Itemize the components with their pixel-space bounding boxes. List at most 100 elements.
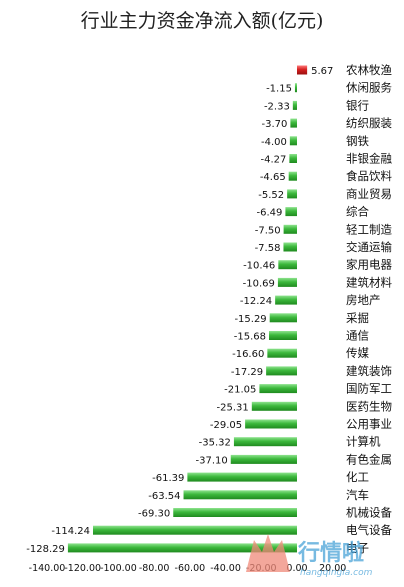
- value-label-25: -63.54: [148, 491, 180, 502]
- bar-2: [294, 83, 297, 93]
- category-label-20: 医药生物: [346, 399, 392, 413]
- value-label-8: -5.52: [258, 190, 284, 201]
- x-tick-label-8: 0.00: [286, 563, 307, 574]
- bar-6: [289, 154, 297, 163]
- bar-21: [245, 419, 297, 429]
- bar-1: [297, 65, 308, 75]
- value-label-14: -12.24: [240, 296, 272, 307]
- category-label-11: 交通运输: [346, 240, 392, 254]
- bar-4: [290, 118, 297, 128]
- category-label-9: 综合: [346, 205, 369, 219]
- value-label-3: -2.33: [264, 101, 290, 112]
- value-label-23: -37.10: [196, 455, 228, 466]
- bar-19: [259, 384, 297, 394]
- value-label-22: -35.32: [199, 438, 231, 449]
- value-label-27: -114.24: [51, 526, 90, 537]
- value-label-6: -4.27: [261, 155, 287, 166]
- bar-7: [288, 171, 297, 181]
- category-labels: 农林牧渔休闲服务银行纺织服装钢铁非银金融食品饮料商业贸易综合轻工制造交通运输家用…: [346, 63, 392, 555]
- category-label-23: 有色金属: [346, 452, 392, 466]
- category-label-15: 采掘: [346, 311, 369, 325]
- watermark-logo-icon: [246, 534, 290, 572]
- category-label-14: 房地产: [346, 293, 381, 307]
- bar-12: [278, 260, 297, 270]
- x-tick-label-9: 20.00: [319, 563, 346, 574]
- value-label-5: -4.00: [261, 137, 287, 148]
- bar-10: [283, 224, 297, 234]
- category-label-8: 商业贸易: [346, 187, 392, 201]
- value-label-28: -128.29: [26, 544, 65, 555]
- value-labels: 5.67 -1.15 -2.33 -3.70 -4.00 -4.27 -4.65 -5.52 -…: [26, 66, 333, 555]
- bar-15: [269, 313, 297, 323]
- bar-5: [289, 136, 297, 146]
- watermark: 行情啦 hangqingla.com: [246, 534, 373, 578]
- bar-11: [283, 242, 297, 252]
- x-tick-label-6: -40.00: [210, 563, 241, 574]
- value-label-9: -6.49: [257, 208, 283, 219]
- category-label-26: 机械设备: [346, 506, 392, 520]
- bar-18: [266, 366, 297, 376]
- bar-14: [275, 295, 297, 305]
- x-tick-label-1: -140.00: [29, 563, 66, 574]
- category-label-16: 通信: [346, 329, 369, 343]
- category-label-27: 电气设备: [346, 523, 392, 537]
- bar-17: [267, 348, 297, 358]
- watermark-text: 行情啦: [297, 540, 364, 566]
- category-label-17: 传媒: [346, 346, 369, 360]
- category-label-6: 非银金融: [346, 152, 392, 166]
- value-label-21: -29.05: [210, 420, 242, 431]
- bar-27: [93, 525, 297, 535]
- value-label-13: -10.69: [243, 278, 275, 289]
- category-label-22: 计算机: [346, 435, 381, 449]
- value-label-24: -61.39: [152, 473, 184, 484]
- bar-8: [287, 189, 297, 199]
- value-label-15: -15.29: [234, 314, 266, 325]
- bar-26: [173, 508, 297, 517]
- category-label-25: 汽车: [346, 488, 369, 502]
- category-label-2: 休闲服务: [346, 81, 392, 95]
- value-label-17: -16.60: [232, 349, 264, 360]
- value-label-7: -4.65: [260, 172, 286, 183]
- category-label-3: 银行: [346, 98, 369, 112]
- category-label-10: 轻工制造: [346, 222, 392, 236]
- category-label-18: 建筑装饰: [346, 364, 392, 378]
- category-label-13: 建筑材料: [346, 275, 392, 289]
- bar-23: [230, 454, 297, 464]
- category-label-24: 化工: [346, 470, 369, 484]
- bar-22: [233, 437, 297, 447]
- value-label-19: -21.05: [224, 385, 256, 396]
- value-label-20: -25.31: [217, 402, 249, 413]
- bar-20: [251, 401, 297, 411]
- bar-13: [277, 277, 297, 287]
- value-label-12: -10.46: [243, 261, 275, 272]
- x-tick-label-2: -120.00: [64, 563, 101, 574]
- x-tick-label-5: -60.00: [175, 563, 206, 574]
- value-label-2: -1.15: [266, 84, 292, 95]
- value-label-18: -17.29: [231, 367, 263, 378]
- value-label-26: -69.30: [138, 509, 170, 520]
- bar-28: [67, 543, 298, 553]
- value-label-10: -7.50: [255, 225, 281, 236]
- x-tick-label-3: -100.00: [100, 563, 137, 574]
- category-label-19: 国防军工: [346, 382, 392, 396]
- bar-16: [269, 331, 297, 340]
- x-tick-label-4: -80.00: [139, 563, 170, 574]
- value-label-16: -15.68: [234, 332, 266, 343]
- chart-title: 行业主力资金净流入额(亿元): [81, 10, 324, 32]
- value-label-11: -7.58: [255, 243, 281, 254]
- category-label-4: 纺织服装: [346, 116, 392, 130]
- value-label-4: -3.70: [262, 119, 288, 130]
- category-label-5: 钢铁: [346, 134, 369, 148]
- bar-9: [285, 207, 297, 217]
- category-label-7: 食品饮料: [346, 169, 392, 183]
- category-label-1: 农林牧渔: [346, 63, 392, 77]
- bar-25: [183, 490, 297, 500]
- bars: [67, 65, 308, 553]
- bar-24: [187, 472, 297, 482]
- value-label-1: 5.67: [311, 66, 333, 77]
- category-label-12: 家用电器: [346, 258, 392, 272]
- watermark-subtext: hangqingla.com: [300, 568, 373, 578]
- category-label-28: 电子: [346, 541, 369, 555]
- bar-3: [292, 100, 297, 110]
